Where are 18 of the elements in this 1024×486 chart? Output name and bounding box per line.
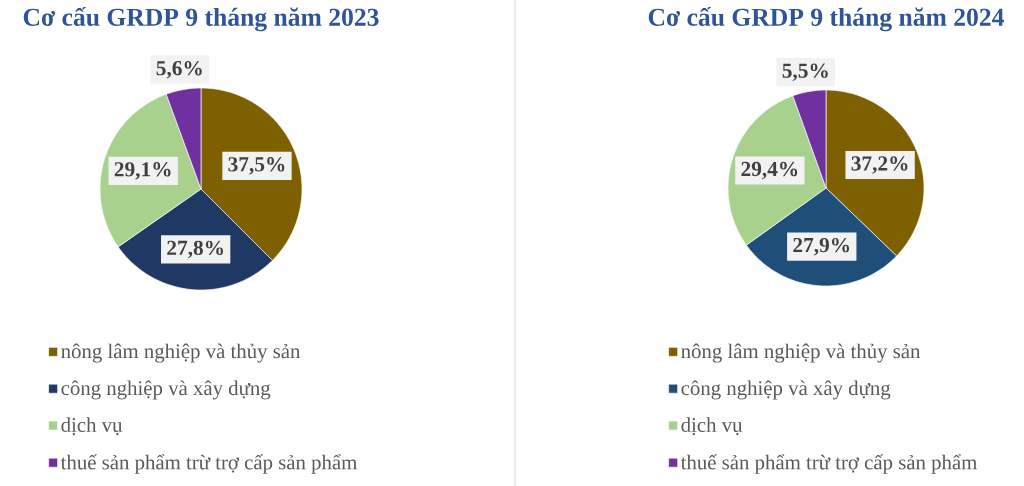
data-label: 37,5% [228, 157, 285, 175]
data-label: 27,8% [167, 240, 223, 259]
legend-label: công nghiệp và xây dựng [681, 380, 891, 400]
data-label: 29,4% [741, 161, 798, 180]
data-label: 27,9% [793, 237, 850, 256]
legend-label: dịch vụ [681, 417, 743, 436]
data-label: 5,6% [156, 60, 202, 79]
data-label: 29,1% [114, 162, 171, 180]
chart-title: Cơ cấu GRDP 9 tháng năm 2023 [23, 7, 379, 32]
data-label: 37,2% [851, 156, 908, 174]
chart-title: Cơ cấu GRDP 9 tháng năm 2024 [648, 7, 1004, 32]
legend-label: thuế sản phẩm trừ trợ cấp sản phẩm [60, 454, 358, 474]
legend-label: dịch vụ [61, 417, 123, 436]
legend-label: nông lâm nghiệp và thủy sản [681, 343, 921, 363]
legend-label: nông lâm nghiệp và thủy sản [61, 343, 301, 363]
legend-label: công nghiệp và xây dựng [61, 380, 271, 400]
legend-label: thuế sản phẩm trừ trợ cấp sản phẩm [680, 454, 978, 474]
data-label: 5,5% [782, 63, 828, 81]
